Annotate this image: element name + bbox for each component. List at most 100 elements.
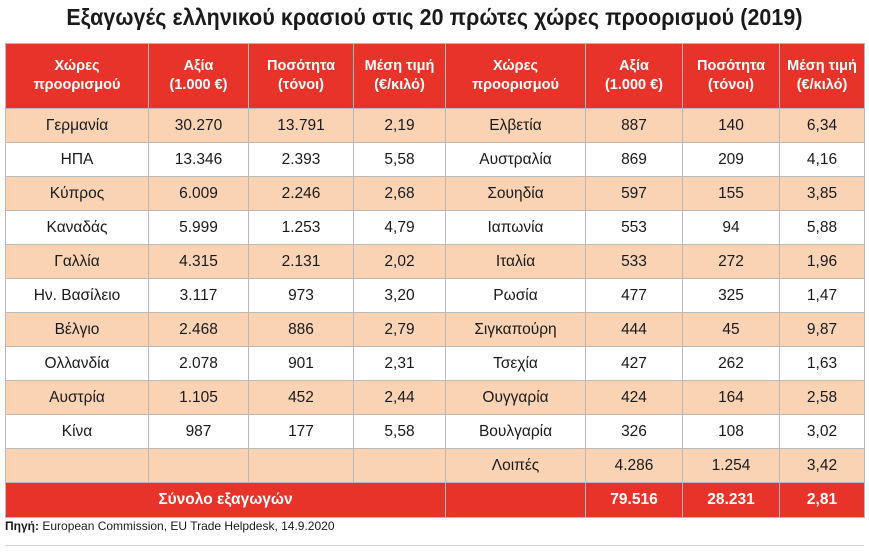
- source-text: European Commission, EU Trade Helpdesk, …: [42, 519, 335, 533]
- right-price-cell: 1,63: [779, 346, 865, 381]
- left-country-cell: [5, 448, 149, 483]
- right-value-cell: 424: [585, 380, 683, 415]
- right-value-cell: 887: [585, 108, 683, 143]
- right-price-cell: 1,47: [779, 278, 865, 313]
- right-price-cell: 3,02: [779, 414, 865, 449]
- right-quantity-cell: 209: [682, 142, 780, 177]
- table-row: Ολλανδία 2.078 901 2,31 Τσεχία 427 262 1,63: [5, 346, 865, 381]
- page-title: Εξαγωγές ελληνικού κρασιού στις 20 πρώτε…: [66, 4, 803, 30]
- total-spacer: [445, 482, 586, 518]
- header-quantity: Ποσότητα (τόνοι): [248, 43, 354, 109]
- left-price-cell: 2,02: [353, 244, 446, 279]
- table-row: Κύπρος 6.009 2.246 2,68 Σουηδία 597 155 3,85: [5, 176, 865, 211]
- total-price: 2,81: [779, 482, 865, 518]
- left-quantity-cell: [248, 448, 354, 483]
- left-country-cell: Βέλγιο: [5, 312, 149, 347]
- left-quantity-cell: 901: [248, 346, 354, 381]
- left-country-cell: ΗΠΑ: [5, 142, 149, 177]
- right-price-cell: 9,87: [779, 312, 865, 347]
- left-price-cell: 2,79: [353, 312, 446, 347]
- header-price: Μέση τιμή (€/κιλό): [353, 43, 446, 109]
- table-row: Καναδάς 5.999 1.253 4,79 Ιαπωνία 553 94 5,88: [5, 210, 865, 245]
- table-body: Γερμανία 30.270 13.791 2,19 Ελβετία 887 140 6,3…: [5, 108, 865, 483]
- left-value-cell: 1.105: [148, 380, 249, 415]
- left-country-cell: Αυστρία: [5, 380, 149, 415]
- right-value-cell: 4.286: [585, 448, 683, 483]
- left-value-cell: 6.009: [148, 176, 249, 211]
- right-price-cell: 3,85: [779, 176, 865, 211]
- right-country-cell: Ελβετία: [445, 108, 586, 143]
- left-value-cell: 30.270: [148, 108, 249, 143]
- bottom-divider: [5, 545, 864, 546]
- header-value: Αξία (1.000 €): [585, 43, 683, 109]
- header-country: Χώρες προορισμού: [5, 43, 149, 109]
- right-quantity-cell: 140: [682, 108, 780, 143]
- right-price-cell: 6,34: [779, 108, 865, 143]
- right-quantity-cell: 108: [682, 414, 780, 449]
- left-quantity-cell: 177: [248, 414, 354, 449]
- left-quantity-cell: 2.131: [248, 244, 354, 279]
- header-value: Αξία (1.000 €): [148, 43, 249, 109]
- right-value-cell: 553: [585, 210, 683, 245]
- right-price-cell: 5,88: [779, 210, 865, 245]
- right-quantity-cell: 262: [682, 346, 780, 381]
- right-value-cell: 597: [585, 176, 683, 211]
- left-price-cell: 3,20: [353, 278, 446, 313]
- right-quantity-cell: 164: [682, 380, 780, 415]
- right-quantity-cell: 155: [682, 176, 780, 211]
- left-country-cell: Ην. Βασίλειο: [5, 278, 149, 313]
- left-price-cell: 5,58: [353, 414, 446, 449]
- table-row: ΗΠΑ 13.346 2.393 5,58 Αυστραλία 869 209 4,16: [5, 142, 865, 177]
- table-header-row: Χώρες προορισμού Αξία (1.000 €) Ποσότητα (τ…: [5, 43, 865, 109]
- left-quantity-cell: 13.791: [248, 108, 354, 143]
- left-country-cell: Γαλλία: [5, 244, 149, 279]
- left-price-cell: [353, 448, 446, 483]
- right-value-cell: 444: [585, 312, 683, 347]
- left-price-cell: 5,58: [353, 142, 446, 177]
- left-price-cell: 2,19: [353, 108, 446, 143]
- header-price: Μέση τιμή (€/κιλό): [779, 43, 865, 109]
- right-country-cell: Λοιπές: [445, 448, 586, 483]
- left-quantity-cell: 2.246: [248, 176, 354, 211]
- total-row: Σύνολο εξαγωγών 79.516 28.231 2,81: [5, 482, 865, 518]
- left-value-cell: 2.078: [148, 346, 249, 381]
- left-country-cell: Ολλανδία: [5, 346, 149, 381]
- right-country-cell: Βουλγαρία: [445, 414, 586, 449]
- right-country-cell: Αυστραλία: [445, 142, 586, 177]
- right-value-cell: 427: [585, 346, 683, 381]
- right-country-cell: Τσεχία: [445, 346, 586, 381]
- right-value-cell: 533: [585, 244, 683, 279]
- left-quantity-cell: 452: [248, 380, 354, 415]
- right-country-cell: Ρωσία: [445, 278, 586, 313]
- right-country-cell: Ιταλία: [445, 244, 586, 279]
- left-country-cell: Καναδάς: [5, 210, 149, 245]
- right-quantity-cell: 272: [682, 244, 780, 279]
- left-quantity-cell: 886: [248, 312, 354, 347]
- right-country-cell: Ιαπωνία: [445, 210, 586, 245]
- left-value-cell: [148, 448, 249, 483]
- left-price-cell: 2,31: [353, 346, 446, 381]
- table-row: Γαλλία 4.315 2.131 2,02 Ιταλία 533 272 1,96: [5, 244, 865, 279]
- right-price-cell: 3,42: [779, 448, 865, 483]
- left-value-cell: 5.999: [148, 210, 249, 245]
- left-quantity-cell: 1.253: [248, 210, 354, 245]
- right-price-cell: 4,16: [779, 142, 865, 177]
- left-value-cell: 13.346: [148, 142, 249, 177]
- left-quantity-cell: 973: [248, 278, 354, 313]
- left-value-cell: 2.468: [148, 312, 249, 347]
- table-row: Λοιπές 4.286 1.254 3,42: [5, 448, 865, 483]
- left-price-cell: 2,44: [353, 380, 446, 415]
- left-price-cell: 2,68: [353, 176, 446, 211]
- left-value-cell: 3.117: [148, 278, 249, 313]
- right-country-cell: Σουηδία: [445, 176, 586, 211]
- left-quantity-cell: 2.393: [248, 142, 354, 177]
- right-value-cell: 477: [585, 278, 683, 313]
- left-country-cell: Γερμανία: [5, 108, 149, 143]
- right-price-cell: 2,58: [779, 380, 865, 415]
- left-value-cell: 987: [148, 414, 249, 449]
- header-quantity: Ποσότητα (τόνοι): [682, 43, 780, 109]
- right-quantity-cell: 94: [682, 210, 780, 245]
- left-country-cell: Κίνα: [5, 414, 149, 449]
- header-country: Χώρες προορισμού: [445, 43, 586, 109]
- right-quantity-cell: 325: [682, 278, 780, 313]
